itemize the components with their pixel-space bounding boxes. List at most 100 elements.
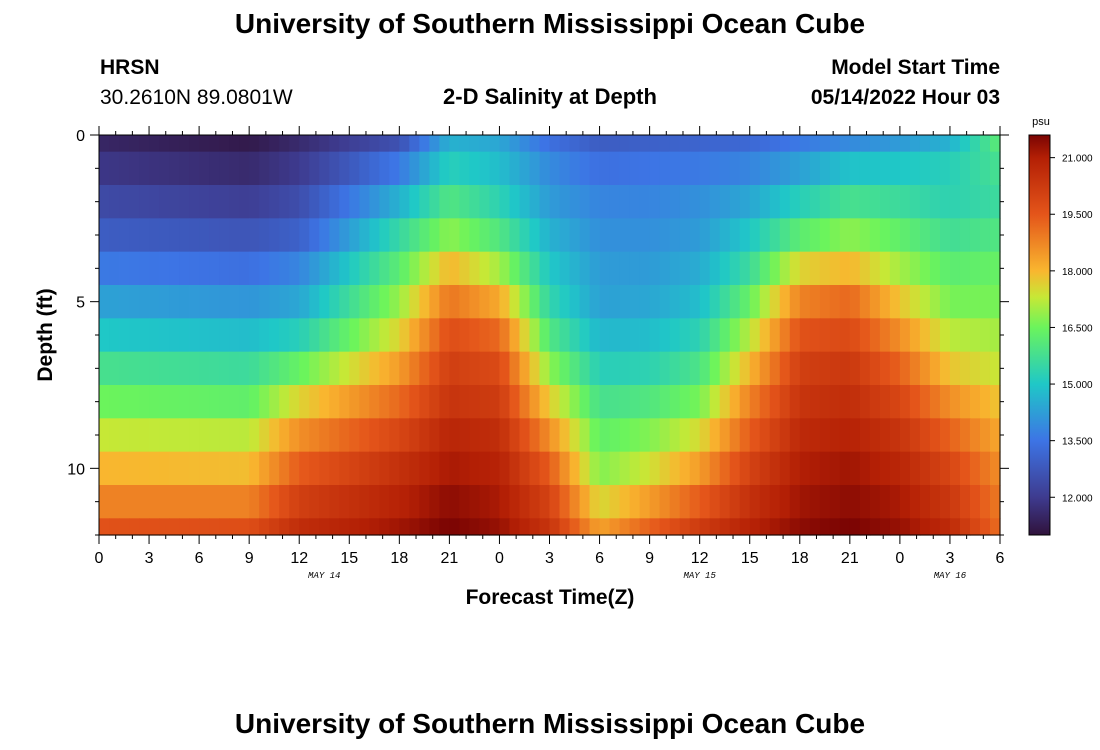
heatmap-cell xyxy=(209,418,220,453)
heatmap-cell xyxy=(819,318,831,353)
heatmap-cell xyxy=(399,418,410,453)
heatmap-cell xyxy=(879,285,891,319)
heatmap-cell xyxy=(309,385,320,419)
heatmap-cell xyxy=(709,318,721,353)
heatmap-cell xyxy=(699,351,711,386)
heatmap-cell xyxy=(439,151,450,186)
heatmap-cell xyxy=(229,151,240,186)
heatmap-cell xyxy=(819,485,831,519)
heatmap-cell xyxy=(289,135,300,153)
heatmap-cell xyxy=(679,451,691,486)
heatmap-cell xyxy=(199,351,210,386)
heatmap-cell xyxy=(929,151,941,186)
x-tick-label: 21 xyxy=(440,550,458,567)
heatmap-cell xyxy=(199,518,210,536)
heatmap-cell xyxy=(289,351,300,386)
heatmap-cell xyxy=(179,485,190,519)
heatmap-cell xyxy=(919,518,931,536)
heatmap-cell xyxy=(179,151,190,186)
station-coordinates: 30.2610N 89.0801W xyxy=(100,86,293,109)
heatmap-cell xyxy=(619,251,631,286)
heatmap-cell xyxy=(489,285,501,319)
heatmap-cell xyxy=(829,485,841,519)
heatmap-cell xyxy=(259,318,270,353)
heatmap-cell xyxy=(739,135,751,153)
heatmap-cell xyxy=(539,318,551,353)
heatmap-cell xyxy=(659,285,671,319)
heatmap-cell xyxy=(669,485,681,519)
heatmap-cell xyxy=(469,418,481,453)
heatmap-cell xyxy=(689,285,701,319)
heatmap-cell xyxy=(889,485,901,519)
heatmap-cell xyxy=(949,518,961,536)
heatmap-cell xyxy=(389,251,400,286)
heatmap-cell xyxy=(199,285,210,319)
heatmap-cell xyxy=(419,518,430,536)
heatmap-cell xyxy=(179,251,190,286)
heatmap-cell xyxy=(589,185,601,219)
heatmap-cell xyxy=(439,351,450,386)
heatmap-cell xyxy=(509,518,521,536)
heatmap-cell xyxy=(339,451,350,486)
heatmap-cell xyxy=(869,218,881,253)
date-label: MAY 16 xyxy=(934,571,967,581)
heatmap-cell xyxy=(489,518,501,536)
heatmap-cell xyxy=(539,385,551,419)
heatmap-cell xyxy=(139,485,150,519)
heatmap-cell xyxy=(349,451,360,486)
heatmap-cell xyxy=(589,318,601,353)
heatmap-cell xyxy=(329,151,340,186)
heatmap-cell xyxy=(909,318,921,353)
heatmap-cell xyxy=(349,135,360,153)
heatmap-cell xyxy=(159,135,170,153)
heatmap-cell xyxy=(209,485,220,519)
heatmap-cell xyxy=(199,218,210,253)
heatmap-cell xyxy=(119,351,130,386)
heatmap-cell xyxy=(249,418,260,453)
heatmap-cell xyxy=(219,485,230,519)
heatmap-cell xyxy=(639,318,651,353)
heatmap-cell xyxy=(539,285,551,319)
x-tick-label: 15 xyxy=(741,550,759,567)
heatmap-cell xyxy=(909,285,921,319)
heatmap-cell xyxy=(719,218,731,253)
heatmap-cell xyxy=(969,485,981,519)
heatmap-cell xyxy=(519,251,531,286)
heatmap-cell xyxy=(519,185,531,219)
heatmap-cell xyxy=(449,251,460,286)
heatmap-cell xyxy=(639,385,651,419)
heatmap-cell xyxy=(759,351,771,386)
heatmap-cell xyxy=(479,451,491,486)
heatmap-cell xyxy=(419,285,430,319)
heatmap-cell xyxy=(719,251,731,286)
heatmap-cell xyxy=(309,185,320,219)
heatmap-cell xyxy=(769,418,781,453)
heatmap-cell xyxy=(169,218,180,253)
heatmap-cell xyxy=(229,218,240,253)
station-id: HRSN xyxy=(100,56,160,79)
heatmap-cell xyxy=(179,518,190,536)
heatmap-cell xyxy=(349,518,360,536)
heatmap-cell xyxy=(229,318,240,353)
x-tick-label: 18 xyxy=(390,550,408,567)
heatmap-cell xyxy=(859,135,871,153)
heatmap-cell xyxy=(199,485,210,519)
heatmap-cell xyxy=(889,135,901,153)
heatmap-cell xyxy=(579,135,591,153)
heatmap-cell xyxy=(189,151,200,186)
heatmap-cell xyxy=(539,151,551,186)
heatmap-cell xyxy=(349,285,360,319)
heatmap-cell xyxy=(979,185,991,219)
heatmap-cell xyxy=(699,185,711,219)
heatmap-cell xyxy=(559,135,571,153)
heatmap-cell xyxy=(199,251,210,286)
heatmap-cell xyxy=(339,218,350,253)
heatmap-cell xyxy=(579,451,591,486)
heatmap-cell xyxy=(689,135,701,153)
heatmap-cell xyxy=(349,251,360,286)
heatmap-cell xyxy=(679,518,691,536)
heatmap-cell xyxy=(819,151,831,186)
heatmap-cell xyxy=(489,351,501,386)
heatmap-cell xyxy=(779,418,791,453)
heatmap-cell xyxy=(309,135,320,153)
